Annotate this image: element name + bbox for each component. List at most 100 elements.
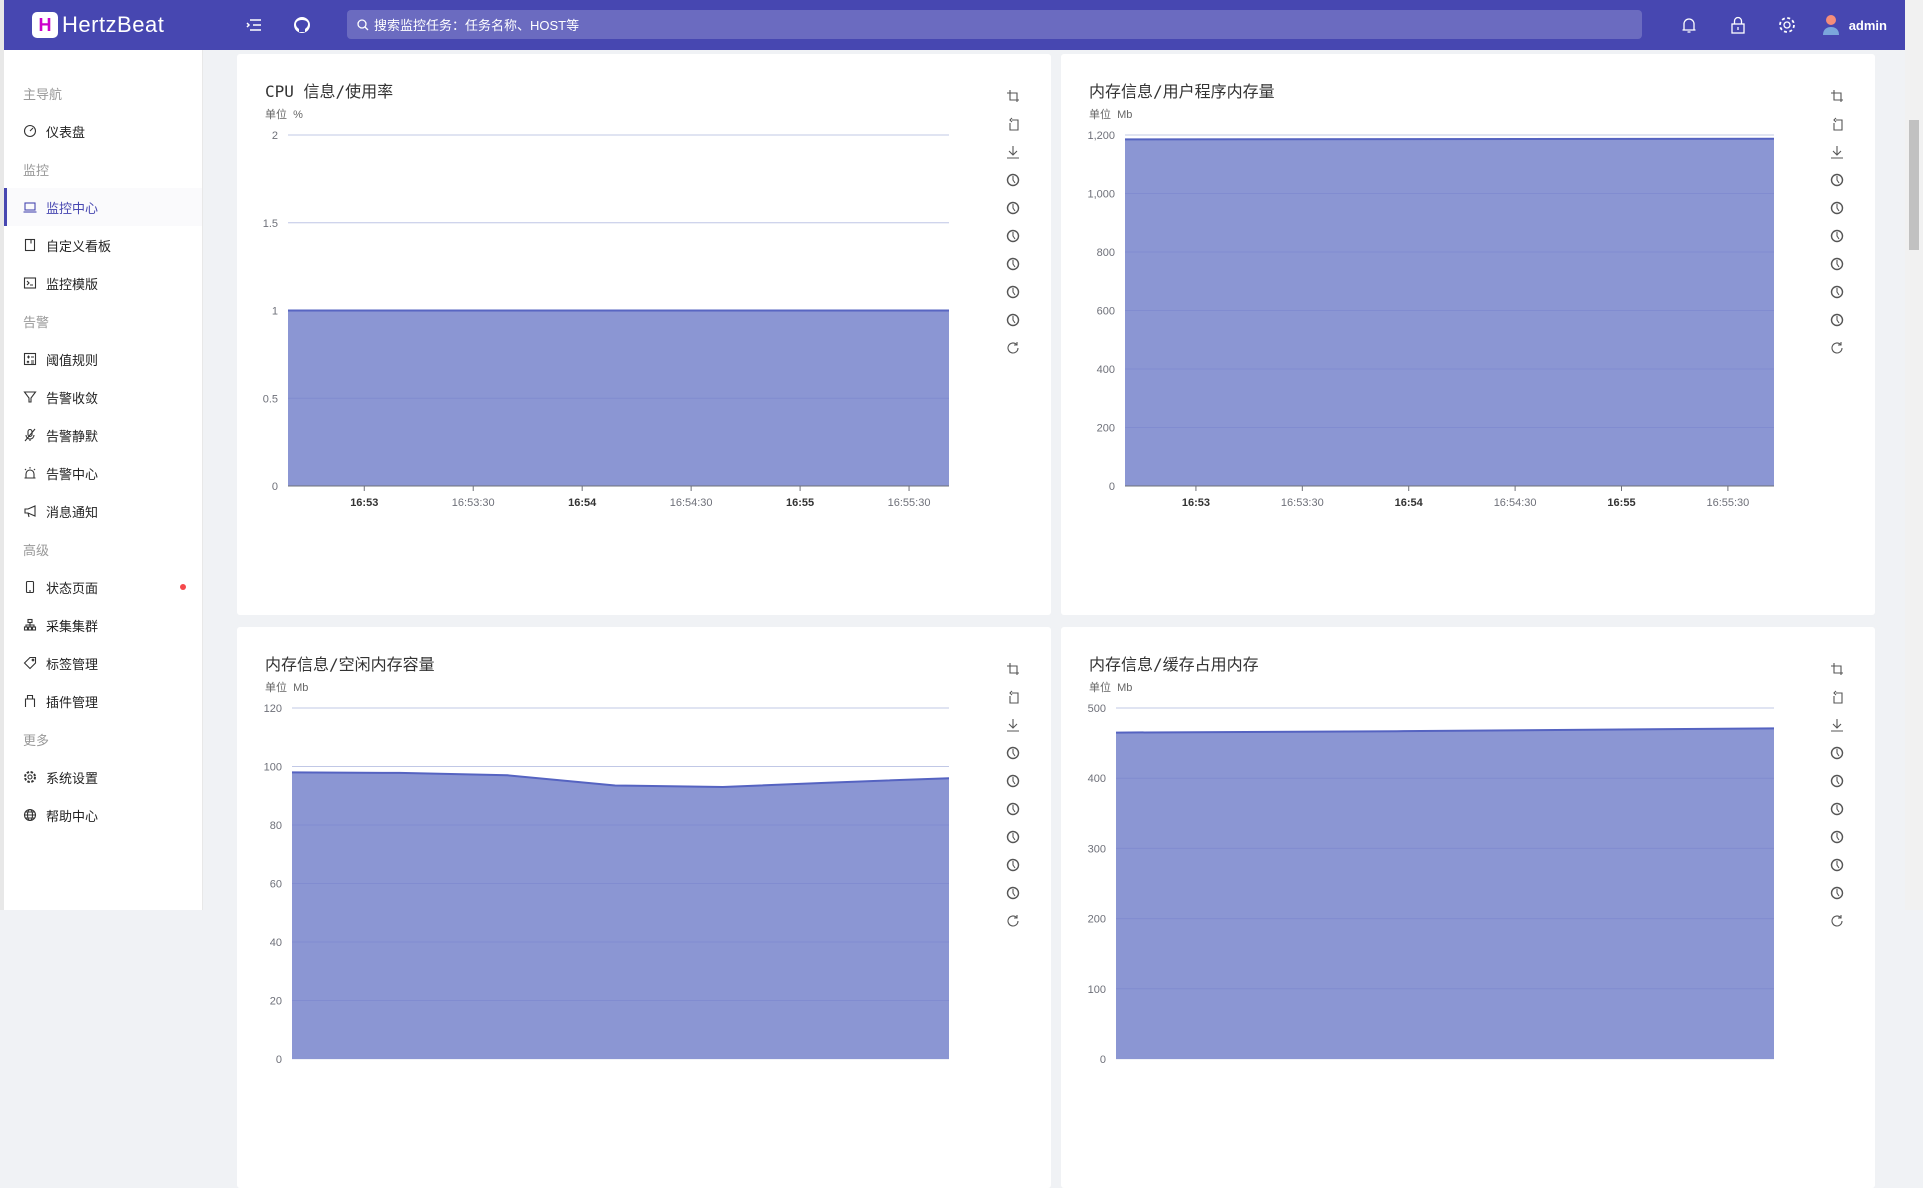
y-tick-label: 800 xyxy=(1097,247,1115,259)
github-icon[interactable] xyxy=(290,13,314,37)
sidebar-item-mobile[interactable]: 状态页面 xyxy=(4,568,202,606)
sidebar-item-global[interactable]: 帮助中心 xyxy=(4,796,202,834)
sidebar-item-label: 消息通知 xyxy=(46,504,99,520)
y-tick-label: 20 xyxy=(270,996,282,1008)
group-label: 更多 xyxy=(23,732,50,748)
sidebar-item-alarm[interactable]: 告警中心 xyxy=(4,454,202,492)
clock-icon xyxy=(1006,746,1019,759)
refresh-button[interactable] xyxy=(1827,907,1847,935)
sidebar-group-label: 主导航 xyxy=(4,74,202,112)
refresh-button[interactable] xyxy=(1003,907,1023,935)
logo[interactable]: H HertzBeat xyxy=(32,12,212,38)
clock-button[interactable] xyxy=(1827,278,1847,306)
y-tick-label: 0 xyxy=(1100,1054,1106,1066)
clock-button[interactable] xyxy=(1827,739,1847,767)
sidebar-item-calculator[interactable]: 阈值规则 xyxy=(4,340,202,378)
scrollbar-thumb[interactable] xyxy=(1909,120,1919,250)
avatar xyxy=(1822,15,1839,35)
clock-button[interactable] xyxy=(1003,250,1023,278)
clock-icon xyxy=(1830,802,1843,815)
clock-button[interactable] xyxy=(1827,166,1847,194)
sidebar-item-plugin[interactable]: 插件管理 xyxy=(4,682,202,720)
clock-button[interactable] xyxy=(1003,767,1023,795)
sidebar-item-book[interactable]: 自定义看板 xyxy=(4,226,202,264)
refresh-button[interactable] xyxy=(1827,334,1847,362)
sidebar-item-label: 自定义看板 xyxy=(46,238,112,254)
clock-button[interactable] xyxy=(1003,306,1023,334)
clock-button[interactable] xyxy=(1827,306,1847,334)
clock-icon xyxy=(1830,830,1843,843)
clock-button[interactable] xyxy=(1827,194,1847,222)
sidebar-item-dashboard[interactable]: 仪表盘 xyxy=(4,112,202,150)
unit-value: Mb xyxy=(293,682,309,694)
chart-card: 内存信息/用户程序内存量 单位 Mb 0 200 400 600 800 1,000 1,20… xyxy=(1061,54,1875,615)
sidebar-item-setting[interactable]: 系统设置 xyxy=(4,758,202,796)
sidebar-item-notification[interactable]: 消息通知 xyxy=(4,492,202,530)
restore-button[interactable] xyxy=(1003,683,1023,711)
unit-value: Mb xyxy=(1117,682,1133,694)
download-button[interactable] xyxy=(1827,711,1847,739)
chart-plot[interactable]: 0 200 400 600 800 1,000 1,200 16:53 16:53:30 16:5… xyxy=(1061,54,1875,615)
settings-icon[interactable] xyxy=(1775,13,1799,37)
download-button[interactable] xyxy=(1003,711,1023,739)
clock-button[interactable] xyxy=(1827,823,1847,851)
sidebar-item-tag[interactable]: 标签管理 xyxy=(4,644,202,682)
clock-icon xyxy=(1006,858,1019,871)
status-badge-dot xyxy=(180,584,186,590)
cluster-icon xyxy=(23,618,37,631)
clock-button[interactable] xyxy=(1003,879,1023,907)
clock-button[interactable] xyxy=(1003,851,1023,879)
clock-button[interactable] xyxy=(1827,250,1847,278)
search-placeholder: 搜索监控任务：任务名称、HOST等 xyxy=(374,18,580,33)
user-menu[interactable]: admin xyxy=(1821,14,1887,36)
sidebar-item-label: 帮助中心 xyxy=(46,808,99,824)
restore-button[interactable] xyxy=(1827,110,1847,138)
clock-button[interactable] xyxy=(1827,795,1847,823)
crop-button[interactable] xyxy=(1003,655,1023,683)
chart-plot[interactable]: 0 0.5 1 1.5 2 16:53 16:53:30 16:54 16:54:30 16:55… xyxy=(237,54,1051,615)
crop-button[interactable] xyxy=(1827,82,1847,110)
y-tick-label: 400 xyxy=(1097,364,1115,376)
page-scrollbar[interactable] xyxy=(1905,0,1923,910)
download-button[interactable] xyxy=(1003,138,1023,166)
restore-button[interactable] xyxy=(1003,110,1023,138)
clock-button[interactable] xyxy=(1003,222,1023,250)
alarm-icon xyxy=(24,467,36,479)
sidebar-item-label: 监控模版 xyxy=(46,276,99,292)
x-tick-label: 16:53 xyxy=(350,497,378,509)
download-button[interactable] xyxy=(1827,138,1847,166)
clock-button[interactable] xyxy=(1827,879,1847,907)
chart-plot[interactable]: 0 20 40 60 80 100 120 xyxy=(237,627,1051,1188)
clock-button[interactable] xyxy=(1003,194,1023,222)
lock-icon[interactable] xyxy=(1726,13,1750,37)
search-input[interactable]: 搜索监控任务：任务名称、HOST等 xyxy=(347,10,1642,39)
download-icon xyxy=(1006,145,1019,159)
username: admin xyxy=(1848,17,1887,33)
clock-button[interactable] xyxy=(1827,222,1847,250)
sidebar-item-code[interactable]: 监控模版 xyxy=(4,264,202,302)
clock-button[interactable] xyxy=(1003,795,1023,823)
sidebar-item-laptop[interactable]: 监控中心 xyxy=(4,188,202,226)
clock-button[interactable] xyxy=(1827,851,1847,879)
clock-icon xyxy=(1006,886,1019,899)
refresh-button[interactable] xyxy=(1003,334,1023,362)
clock-icon xyxy=(1006,257,1019,270)
sidebar-item-cluster[interactable]: 采集集群 xyxy=(4,606,202,644)
clock-button[interactable] xyxy=(1003,278,1023,306)
restore-button[interactable] xyxy=(1827,683,1847,711)
x-tick-label: 16:54 xyxy=(1395,497,1424,509)
x-tick-label: 16:53:30 xyxy=(1281,497,1324,509)
chart-plot[interactable]: 0 100 200 300 400 500 xyxy=(1061,627,1875,1188)
sidebar-item-mute[interactable]: 告警静默 xyxy=(4,416,202,454)
clock-button[interactable] xyxy=(1827,767,1847,795)
crop-icon xyxy=(1006,662,1019,675)
bell-icon[interactable] xyxy=(1677,13,1701,37)
sidebar-item-filter[interactable]: 告警收敛 xyxy=(4,378,202,416)
clock-button[interactable] xyxy=(1003,823,1023,851)
clock-button[interactable] xyxy=(1003,739,1023,767)
clock-button[interactable] xyxy=(1003,166,1023,194)
chart-toolbox xyxy=(1003,82,1023,362)
crop-button[interactable] xyxy=(1003,82,1023,110)
crop-button[interactable] xyxy=(1827,655,1847,683)
menu-fold-icon[interactable] xyxy=(242,13,266,37)
